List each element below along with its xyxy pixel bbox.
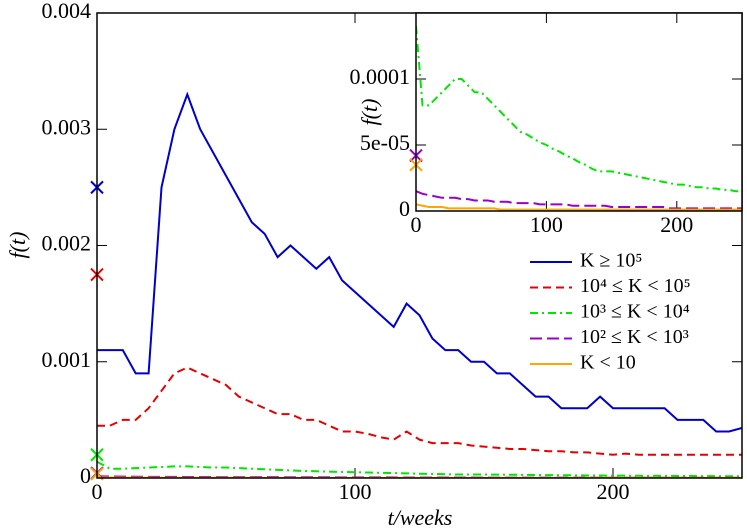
x-tick-label: 100 <box>339 479 372 504</box>
x-axis-label: t/weeks <box>388 505 453 530</box>
x-tick-label: 0 <box>92 479 103 504</box>
series-group <box>416 26 742 211</box>
x-tick-label: 100 <box>530 212 563 237</box>
y-tick-label: 0.003 <box>42 114 92 139</box>
inset: 0 100 200 0 5e-05 0.0001 <box>350 12 743 237</box>
series-line <box>97 460 742 478</box>
x-tick-label: 200 <box>660 212 693 237</box>
y-axis-label: f(t) <box>5 232 30 259</box>
x-tick-label: 200 <box>597 479 630 504</box>
y-tick-label: 0 <box>80 463 91 488</box>
main-plot: 0 100 200 0 0.001 0.002 0.003 0.004 <box>42 0 743 504</box>
legend-label: 10⁴ ≤ K < 10⁵ <box>580 275 691 297</box>
y-tick-label: 5e-05 <box>360 130 410 155</box>
legend-label: K ≥ 10⁵ <box>580 250 642 272</box>
y-tick-label: 0.004 <box>42 0 92 23</box>
y-tick-label: 0 <box>399 196 410 221</box>
series-line <box>416 26 742 193</box>
legend: K ≥ 10⁵ 10⁴ ≤ K < 10⁵ 10³ ≤ K < 10⁴ 10² ≤ K… <box>530 250 691 374</box>
series-line <box>416 203 742 211</box>
series-line <box>416 190 742 210</box>
legend-label: K < 10 <box>580 352 636 374</box>
y-tick-label: 0.0001 <box>350 64 411 89</box>
plot-frame <box>415 12 743 212</box>
inset-background <box>416 13 742 211</box>
series-line <box>97 366 742 456</box>
x-tick-label: 0 <box>411 212 422 237</box>
legend-label: 10³ ≤ K < 10⁴ <box>580 301 690 323</box>
y-tick-label: 0.002 <box>42 231 92 256</box>
series-line <box>97 91 742 433</box>
y-tick-label: 0.001 <box>42 347 92 372</box>
inset-y-axis-label: f(t) <box>357 99 382 126</box>
legend-label: 10² ≤ K < 10³ <box>580 326 689 348</box>
